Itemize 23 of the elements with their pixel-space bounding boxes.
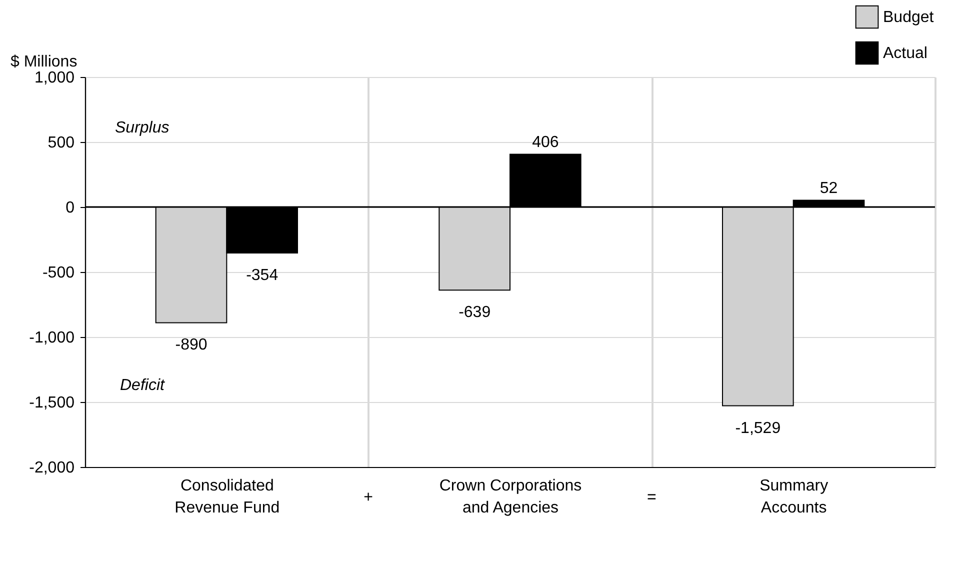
x-tick-label: Crown Corporations and Agencies [439,478,582,516]
y-tick-label: 500 [48,134,75,152]
text: + [364,489,374,506]
annotation: Deficit [120,377,166,394]
text: = [646,489,656,506]
y-tick-label: -1,000 [29,330,75,346]
data-label: -354 [246,267,278,284]
legend-label: Actual [883,45,928,62]
y-tick-label: -1,500 [29,394,75,412]
x-tick-label: Consolidated Revenue Fund [174,478,280,516]
y-tick-label: 0 [66,200,75,216]
data-label: -639 [458,304,491,322]
legend-label: Budget [883,9,934,26]
y-axis-title: $ Millions [10,54,78,70]
data-label: -890 [175,336,208,354]
x-tick-label: Summary Accounts [760,478,828,516]
data-label: 406 [532,134,559,152]
y-tick-label: -2,000 [29,460,75,476]
y-tick-label: 1,000 [34,70,75,86]
data-label: -1,529 [735,420,781,437]
y-tick-label: -500 [42,264,75,282]
annotation: Surplus [115,120,170,137]
data-label: 52 [820,180,838,198]
